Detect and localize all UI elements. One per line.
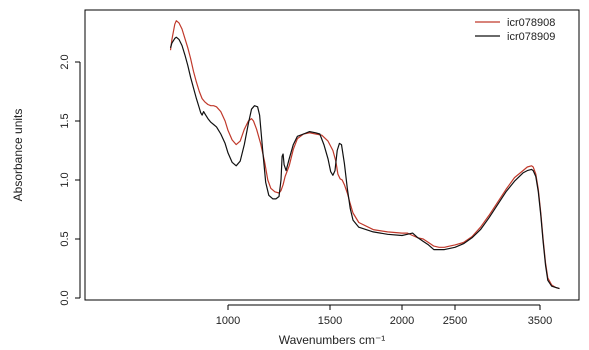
legend-box	[472, 14, 576, 44]
legend-label-icr078908: icr078908	[507, 17, 555, 29]
x-tick-label: 1000	[216, 315, 240, 327]
legend-label-icr078909: icr078909	[507, 31, 555, 43]
x-tick-label: 3500	[528, 315, 552, 327]
y-tick-label: 0.0	[59, 290, 71, 305]
y-axis: 0.0 0.5 1.0 1.5 2.0	[59, 54, 81, 306]
x-axis: 1000 1500 2000 2500 3500	[216, 304, 552, 327]
y-axis-title: Absorbance units	[11, 109, 25, 202]
series-layer	[169, 20, 560, 290]
y-tick-label: 1.5	[59, 113, 71, 128]
legend: icr078908 icr078909	[472, 14, 576, 44]
y-tick-label: 0.5	[59, 231, 71, 246]
y-tick-label: 2.0	[59, 54, 71, 69]
y-tick-label: 1.0	[59, 172, 71, 187]
x-tick-label: 1500	[318, 315, 342, 327]
plot-frame	[84, 9, 580, 301]
x-tick-label: 2500	[443, 315, 467, 327]
x-tick-label: 2000	[390, 315, 414, 327]
series-line-icr078908	[169, 20, 560, 290]
x-axis-title: Wavenumbers cm⁻¹	[279, 333, 386, 347]
series-line-icr078909	[169, 36, 560, 290]
